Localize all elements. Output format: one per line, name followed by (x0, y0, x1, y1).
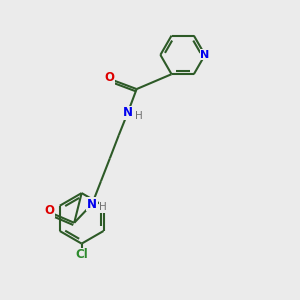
Text: Cl: Cl (75, 248, 88, 261)
Text: N: N (200, 50, 210, 60)
Text: H: H (100, 202, 107, 212)
Text: O: O (44, 204, 55, 218)
Text: N: N (123, 106, 133, 119)
Text: O: O (104, 71, 114, 84)
Text: H: H (135, 111, 143, 121)
Text: N: N (87, 198, 97, 211)
